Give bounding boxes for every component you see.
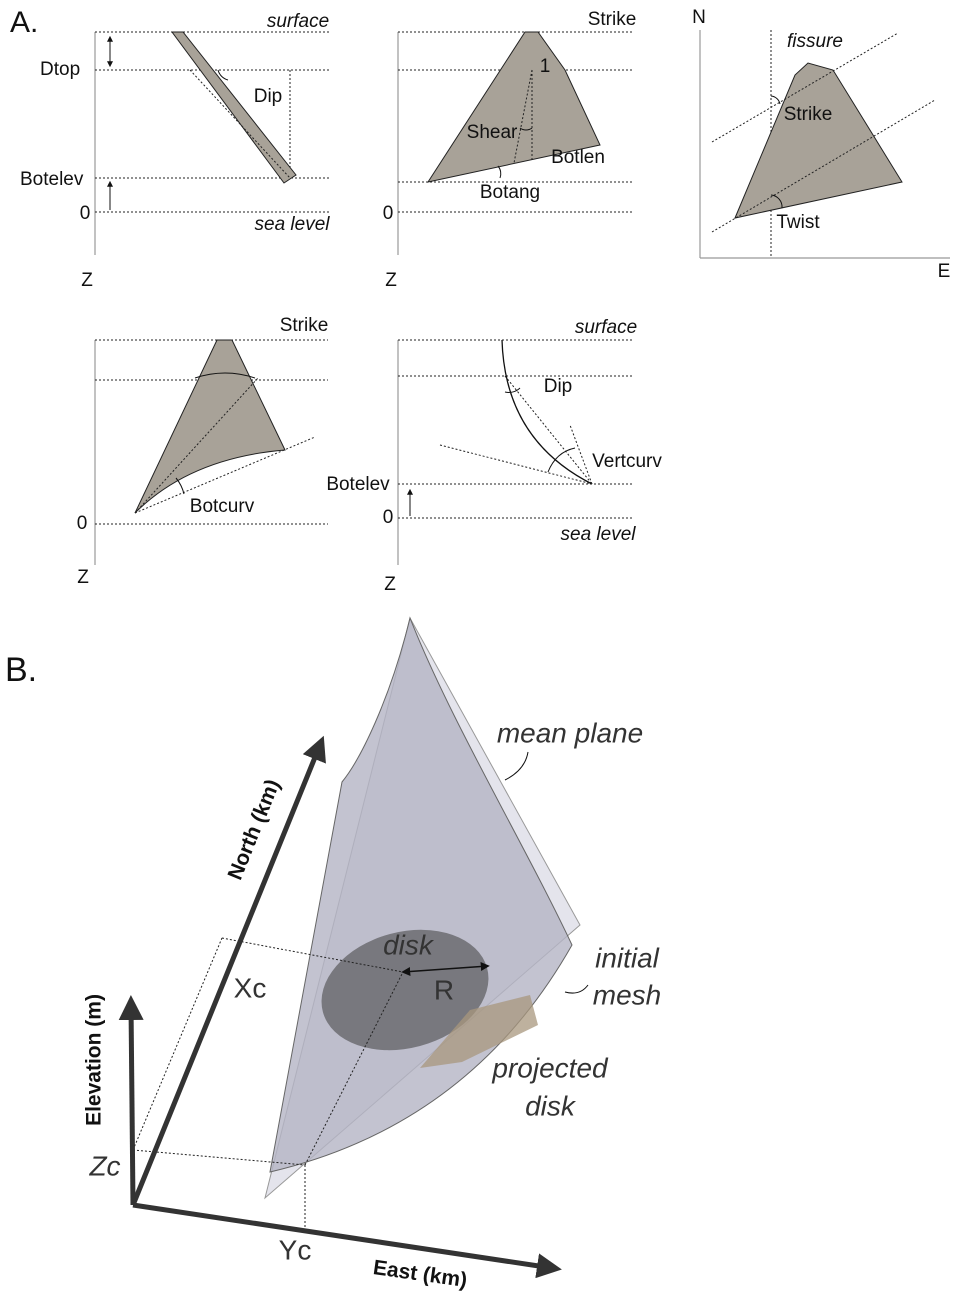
label: surface	[267, 11, 329, 32]
label: sea level	[255, 214, 331, 235]
panel-b: B. mean plane North (km) disk R Xc initi…	[5, 616, 661, 1292]
label: Strike	[784, 104, 833, 125]
axis-label: East (km)	[372, 1256, 469, 1292]
label: sea level	[561, 524, 637, 545]
vertcurv-panel: surface Dip Vertcurv Botelev 0 sea level…	[326, 317, 662, 595]
label: mean plane	[497, 717, 643, 748]
label: disk	[383, 929, 435, 960]
label: Zc	[88, 1150, 120, 1181]
label: Dip	[544, 376, 573, 397]
map-panel: N fissure Strike Twist E	[692, 7, 950, 282]
label: 0	[383, 203, 394, 224]
label: Botlen	[551, 147, 605, 168]
panel-label: A.	[10, 6, 38, 39]
label: 0	[80, 203, 91, 224]
label: Dtop	[40, 59, 80, 80]
botcurv-panel: Strike Botcurv 0 Z	[77, 315, 329, 588]
label: Botelev	[20, 169, 84, 190]
label: Strike	[588, 9, 637, 30]
label: disk	[525, 1090, 577, 1121]
label: Xc	[234, 972, 267, 1003]
label: E	[938, 261, 951, 282]
label: Botang	[480, 182, 540, 203]
axis-label: North (km)	[224, 776, 285, 883]
label: R	[434, 974, 454, 1005]
label: Twist	[776, 212, 820, 233]
label: Z	[77, 567, 89, 588]
label: Shear	[467, 122, 518, 143]
label: 0	[383, 507, 394, 528]
shear-panel: Strike 1 Shear Botlen Botang 0 Z	[383, 9, 637, 291]
label: Botelev	[326, 474, 390, 495]
label: Botcurv	[190, 496, 255, 517]
label: Yc	[279, 1234, 312, 1265]
label: 1	[540, 56, 551, 77]
label: N	[692, 7, 706, 28]
axis-label: Elevation (m)	[83, 994, 106, 1126]
label: Z	[81, 270, 93, 291]
label: Z	[385, 270, 397, 291]
label: fissure	[787, 31, 843, 52]
label: mesh	[593, 979, 661, 1010]
depth-panel: surface Dtop Dip Botelev 0 sea level Z	[20, 11, 330, 291]
panel-label: B.	[5, 651, 37, 689]
label: Strike	[280, 315, 329, 336]
label: Dip	[254, 86, 283, 107]
label: surface	[575, 317, 637, 338]
label: Z	[384, 574, 396, 595]
label: projected	[491, 1052, 609, 1083]
label: initial	[595, 942, 660, 973]
label: 0	[77, 513, 88, 534]
label: Vertcurv	[592, 451, 662, 472]
